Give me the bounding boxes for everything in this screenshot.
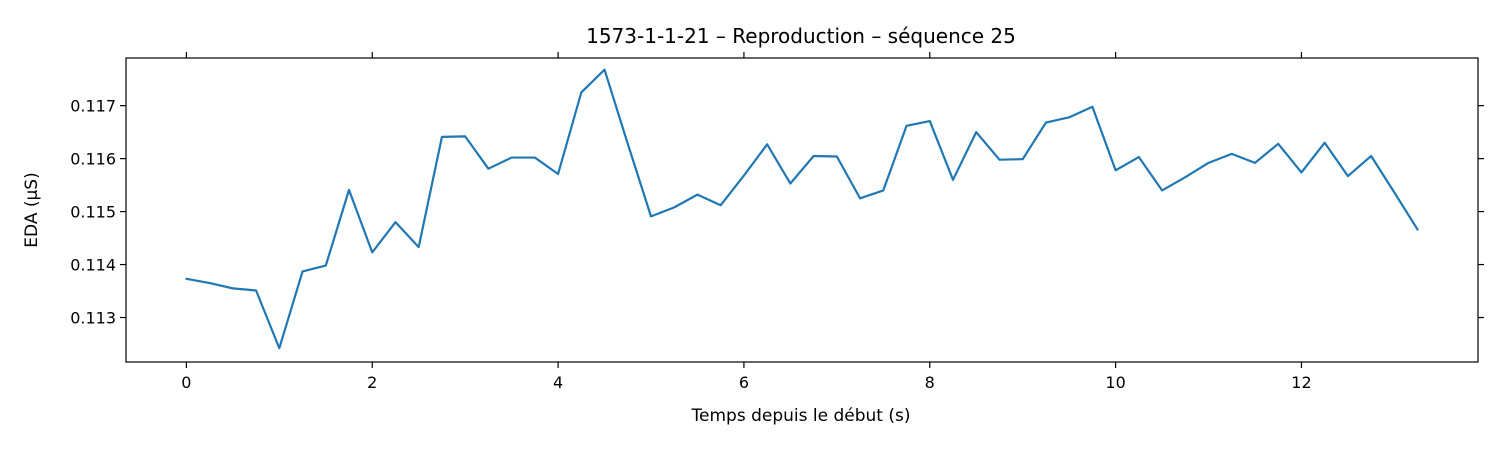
y-tick-label: 0.113 — [70, 309, 116, 328]
x-tick-label: 0 — [181, 373, 191, 392]
chart-title: 1573-1-1-21 – Reproduction – séquence 25 — [586, 24, 1016, 48]
y-tick-label: 0.114 — [70, 256, 116, 275]
x-tick-label: 10 — [1105, 373, 1125, 392]
x-tick-label: 2 — [367, 373, 377, 392]
plot-area: 0 2 4 6 8 10 12 0.113 0.114 0.115 0.116 0.117 — [70, 52, 1484, 392]
y-axis-label: EDA (µS) — [22, 172, 42, 247]
x-tick-label: 12 — [1291, 373, 1311, 392]
plot-frame — [125, 57, 1479, 363]
y-axis-ticks: 0.113 0.114 0.115 0.116 0.117 — [70, 97, 1484, 328]
data-points — [186, 70, 1417, 349]
y-tick-label: 0.115 — [70, 203, 116, 222]
x-axis-ticks: 0 2 4 6 8 10 12 — [181, 52, 1312, 392]
eda-series-line — [185, 68, 1419, 350]
y-tick-label: 0.116 — [70, 150, 116, 169]
x-tick-label: 4 — [553, 373, 563, 392]
x-tick-label: 6 — [739, 373, 749, 392]
y-tick-label: 0.117 — [70, 97, 116, 116]
x-axis-label: Temps depuis le début (s) — [691, 406, 911, 426]
x-tick-label: 8 — [925, 373, 935, 392]
